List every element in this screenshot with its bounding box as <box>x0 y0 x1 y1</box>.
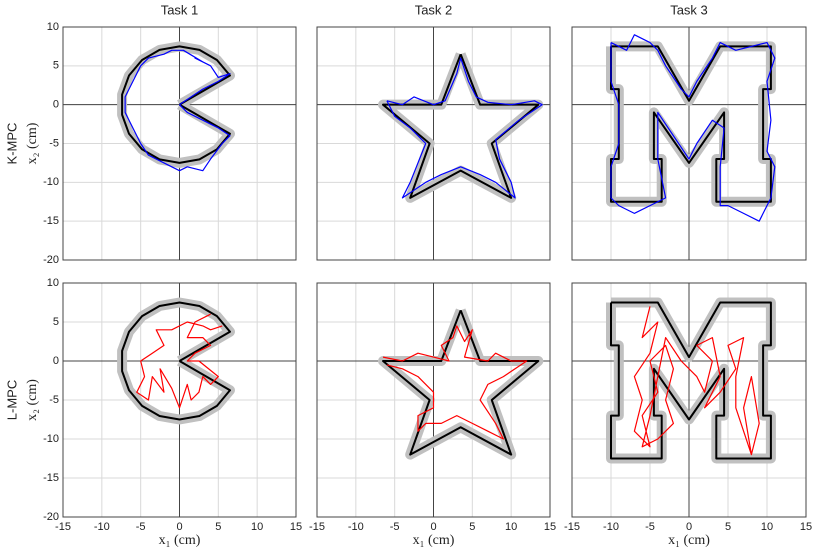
x-tick-label: -10 <box>348 521 364 533</box>
y-tick-label: 5 <box>53 60 59 72</box>
subplot: -20 -15 -10 -5 0 5 10 Task 1 x₂ (cm) K-MPC <box>4 2 297 266</box>
plot-frame <box>316 282 551 518</box>
x-tick-label: 5 <box>215 521 221 533</box>
column-title: Task 3 <box>670 2 708 17</box>
x-tick-label: -15 <box>309 521 325 533</box>
subplot: -15 -10 -5 0 5 10 15 x₁ (cm) <box>564 282 812 548</box>
plot-frame <box>62 282 297 518</box>
y-tick-label: -5 <box>49 394 59 406</box>
x-tick-label: 5 <box>469 521 475 533</box>
x-tick-label: 15 <box>544 521 556 533</box>
y-axis-label: x₂ (cm) <box>25 379 40 421</box>
y-tick-label: -5 <box>49 137 59 149</box>
plot-frame <box>316 26 551 261</box>
row-label: K-MPC <box>4 123 19 165</box>
plot-frame <box>571 26 807 261</box>
x-axis-label: x₁ (cm) <box>668 533 710 548</box>
subplot: -15 -10 -5 0 5 10 15 x₁ (cm) <box>309 282 556 548</box>
y-tick-label: 10 <box>47 277 59 289</box>
trajectory <box>382 325 528 440</box>
plot-frame <box>62 26 297 261</box>
y-tick-label: -15 <box>43 215 59 227</box>
y-tick-label: 5 <box>53 316 59 328</box>
x-tick-label: -10 <box>94 521 110 533</box>
x-tick-label: 0 <box>686 521 692 533</box>
x-axis-label: x₁ (cm) <box>413 533 455 548</box>
subplot: Task 3 <box>571 2 807 261</box>
trajectory <box>633 306 760 456</box>
y-tick-label: -10 <box>43 176 59 188</box>
x-tick-label: 15 <box>290 521 302 533</box>
subplot: Task 2 <box>316 2 551 261</box>
y-tick-label: 0 <box>53 99 59 111</box>
x-tick-label: 0 <box>430 521 436 533</box>
x-tick-label: -15 <box>564 521 580 533</box>
trajectory <box>124 49 231 172</box>
y-tick-label: -20 <box>43 254 59 266</box>
row-label: L-MPC <box>4 380 19 420</box>
trajectory <box>610 34 776 222</box>
trajectory <box>136 313 223 409</box>
y-tick-label: 10 <box>47 21 59 33</box>
x-tick-label: 5 <box>725 521 731 533</box>
column-title: Task 1 <box>161 2 199 17</box>
reference-path <box>121 301 231 421</box>
x-tick-label: 10 <box>505 521 517 533</box>
x-tick-label: 10 <box>761 521 773 533</box>
x-tick-label: -10 <box>603 521 619 533</box>
x-tick-label: -15 <box>55 521 71 533</box>
x-tick-label: 0 <box>176 521 182 533</box>
x-tick-label: 15 <box>800 521 812 533</box>
y-tick-label: -10 <box>43 433 59 445</box>
y-tick-label: -20 <box>43 511 59 523</box>
x-tick-label: -5 <box>645 521 655 533</box>
x-tick-label: -5 <box>390 521 400 533</box>
plot-frame <box>571 282 807 518</box>
x-tick-label: 10 <box>251 521 263 533</box>
reference-path <box>610 301 772 460</box>
y-tick-label: 0 <box>53 355 59 367</box>
reference-path <box>610 45 772 203</box>
column-title: Task 2 <box>415 2 453 17</box>
trajectory <box>386 57 543 199</box>
x-axis-label: x₁ (cm) <box>159 533 201 548</box>
y-axis-label: x₂ (cm) <box>25 122 40 164</box>
reference-path <box>121 45 231 164</box>
x-tick-label: -5 <box>136 521 146 533</box>
y-tick-label: -15 <box>43 472 59 484</box>
